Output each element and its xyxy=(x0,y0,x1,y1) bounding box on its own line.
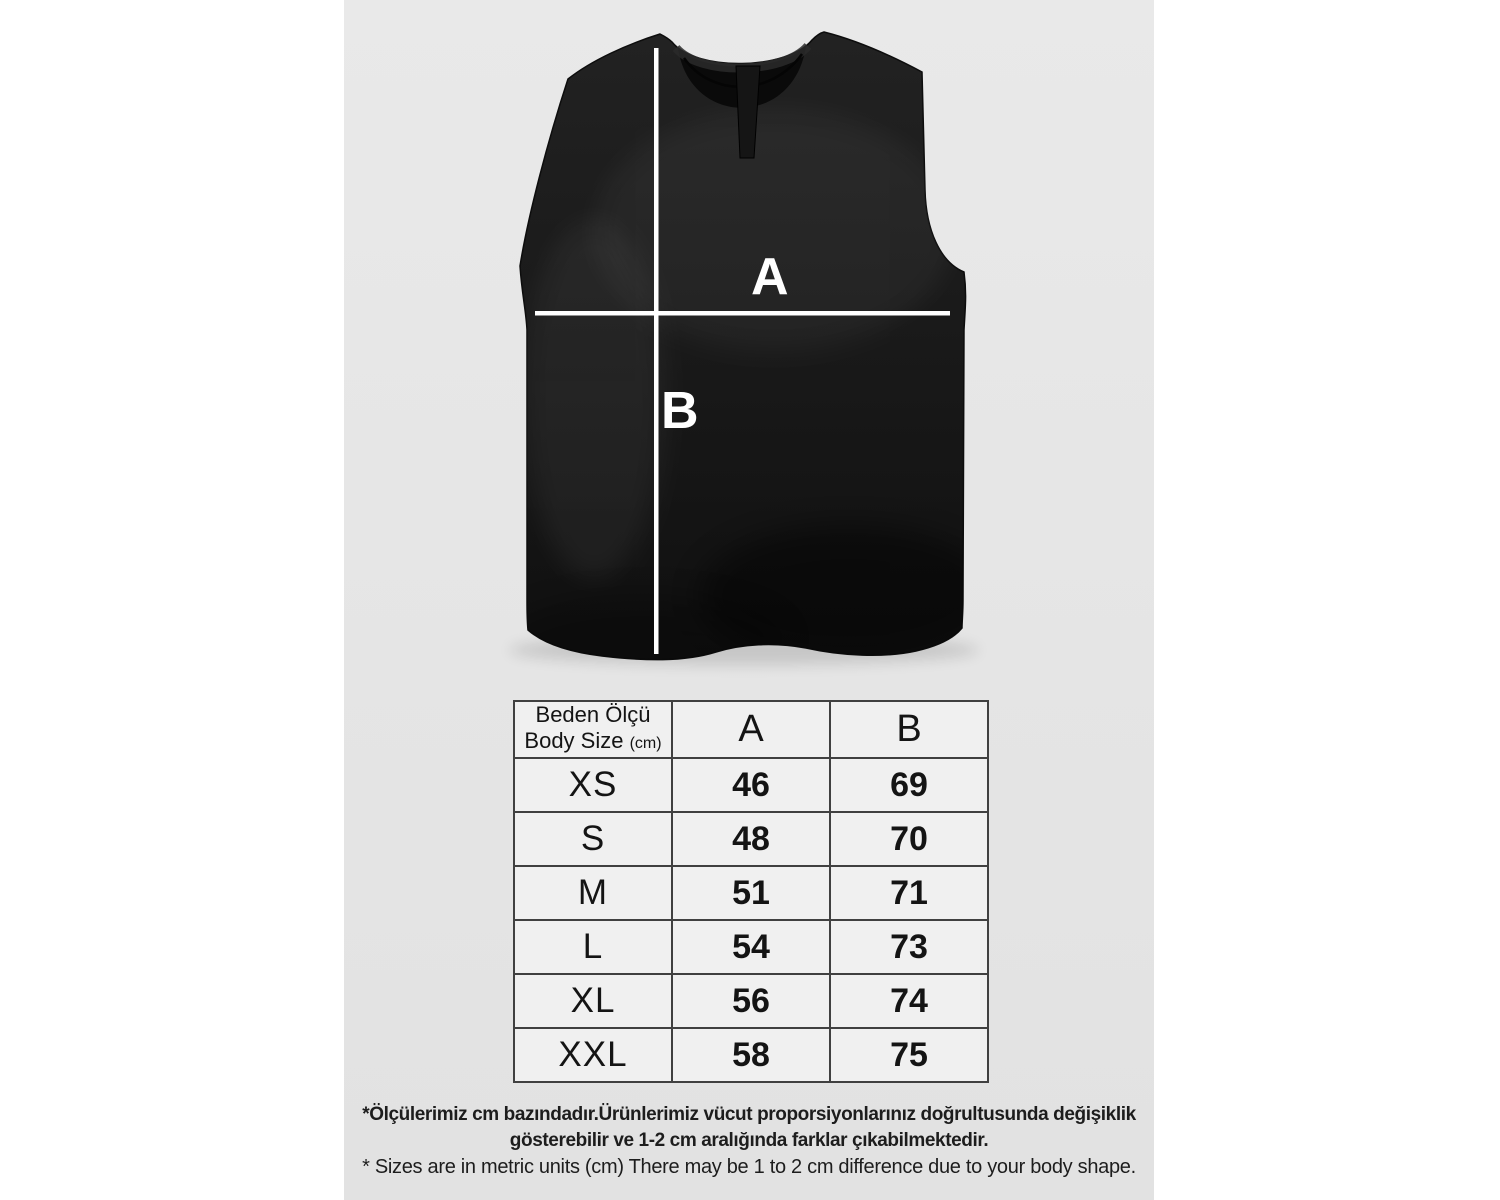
table-row-l-b: 73 xyxy=(831,921,989,975)
size-table-header-a: A xyxy=(673,702,831,759)
table-row-s-size: S xyxy=(515,813,673,867)
size-table-header-size: Beden Ölçü Body Size (cm) xyxy=(515,702,673,759)
length-measure-label: B xyxy=(661,382,699,440)
table-row-l-size: L xyxy=(515,921,673,975)
fabric-highlight xyxy=(524,220,664,580)
table-row-xxl-a: 58 xyxy=(673,1029,831,1083)
table-row-xxl-b: 75 xyxy=(831,1029,989,1083)
table-row-m-size: M xyxy=(515,867,673,921)
hanging-loop xyxy=(735,65,761,159)
table-row-xs-b: 69 xyxy=(831,759,989,813)
table-row-xl-a: 56 xyxy=(673,975,831,1029)
table-row-xxl-size: XXL xyxy=(515,1029,673,1083)
table-row-xl-b: 74 xyxy=(831,975,989,1029)
shirt-image xyxy=(509,31,979,665)
header-size-line1: Beden Ölçü xyxy=(535,702,651,727)
size-table: Beden Ölçü Body Size (cm) A B XS 46 69 S… xyxy=(513,700,989,1083)
table-row-xs-a: 46 xyxy=(673,759,831,813)
table-row-m-a: 51 xyxy=(673,867,831,921)
footnote-turkish-line1: *Ölçülerimiz cm bazındadır.Ürünlerimiz v… xyxy=(362,1104,1136,1125)
width-measure-line xyxy=(535,311,950,316)
header-size-line2: Body Size (cm) xyxy=(524,728,662,753)
table-row-xs-size: XS xyxy=(515,759,673,813)
table-row-s-b: 70 xyxy=(831,813,989,867)
footnote-turkish-line2: gösterebilir ve 1-2 cm aralığında farkla… xyxy=(509,1130,989,1151)
header-size-unit: (cm) xyxy=(629,735,662,752)
footnote-turkish: *Ölçülerimiz cm bazındadır.Ürünlerimiz v… xyxy=(344,1102,1154,1154)
length-measure-line xyxy=(654,48,659,654)
size-table-header-b: B xyxy=(831,702,989,759)
table-row-l-a: 54 xyxy=(673,921,831,975)
fabric-shadow xyxy=(520,595,784,660)
width-measure-label: A xyxy=(751,248,789,306)
footnote-english: * Sizes are in metric units (cm) There m… xyxy=(362,1156,1136,1178)
table-row-xl-size: XL xyxy=(515,975,673,1029)
fabric-highlight xyxy=(594,110,954,350)
table-row-m-b: 71 xyxy=(831,867,989,921)
table-row-s-a: 48 xyxy=(673,813,831,867)
